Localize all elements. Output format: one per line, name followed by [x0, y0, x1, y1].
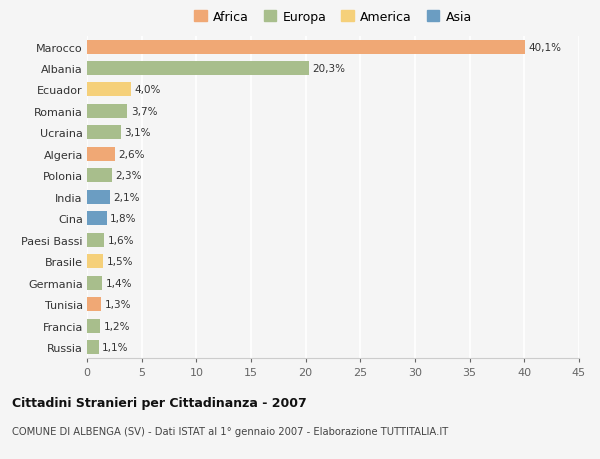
Text: 2,3%: 2,3% — [115, 171, 142, 181]
Bar — [87, 105, 127, 118]
Bar — [87, 276, 103, 290]
Text: COMUNE DI ALBENGA (SV) - Dati ISTAT al 1° gennaio 2007 - Elaborazione TUTTITALIA: COMUNE DI ALBENGA (SV) - Dati ISTAT al 1… — [12, 426, 448, 436]
Text: 2,6%: 2,6% — [119, 150, 145, 160]
Text: 1,2%: 1,2% — [103, 321, 130, 331]
Bar — [87, 126, 121, 140]
Text: 1,1%: 1,1% — [103, 342, 129, 353]
Bar — [87, 297, 101, 311]
Text: 40,1%: 40,1% — [529, 42, 562, 52]
Bar — [87, 190, 110, 204]
Text: 1,6%: 1,6% — [108, 235, 134, 245]
Text: 1,4%: 1,4% — [106, 278, 132, 288]
Bar — [87, 62, 309, 76]
Bar — [87, 40, 526, 54]
Bar — [87, 169, 112, 183]
Bar — [87, 341, 99, 354]
Bar — [87, 147, 115, 162]
Text: Cittadini Stranieri per Cittadinanza - 2007: Cittadini Stranieri per Cittadinanza - 2… — [12, 396, 307, 409]
Text: 20,3%: 20,3% — [312, 64, 345, 74]
Bar — [87, 319, 100, 333]
Text: 1,3%: 1,3% — [104, 299, 131, 309]
Bar — [87, 212, 107, 226]
Text: 3,1%: 3,1% — [124, 128, 151, 138]
Bar — [87, 233, 104, 247]
Text: 3,7%: 3,7% — [131, 106, 157, 117]
Text: 4,0%: 4,0% — [134, 85, 160, 95]
Text: 1,5%: 1,5% — [107, 257, 133, 267]
Bar — [87, 255, 103, 269]
Legend: Africa, Europa, America, Asia: Africa, Europa, America, Asia — [194, 11, 472, 24]
Text: 1,8%: 1,8% — [110, 214, 136, 224]
Bar — [87, 84, 131, 97]
Text: 2,1%: 2,1% — [113, 192, 140, 202]
